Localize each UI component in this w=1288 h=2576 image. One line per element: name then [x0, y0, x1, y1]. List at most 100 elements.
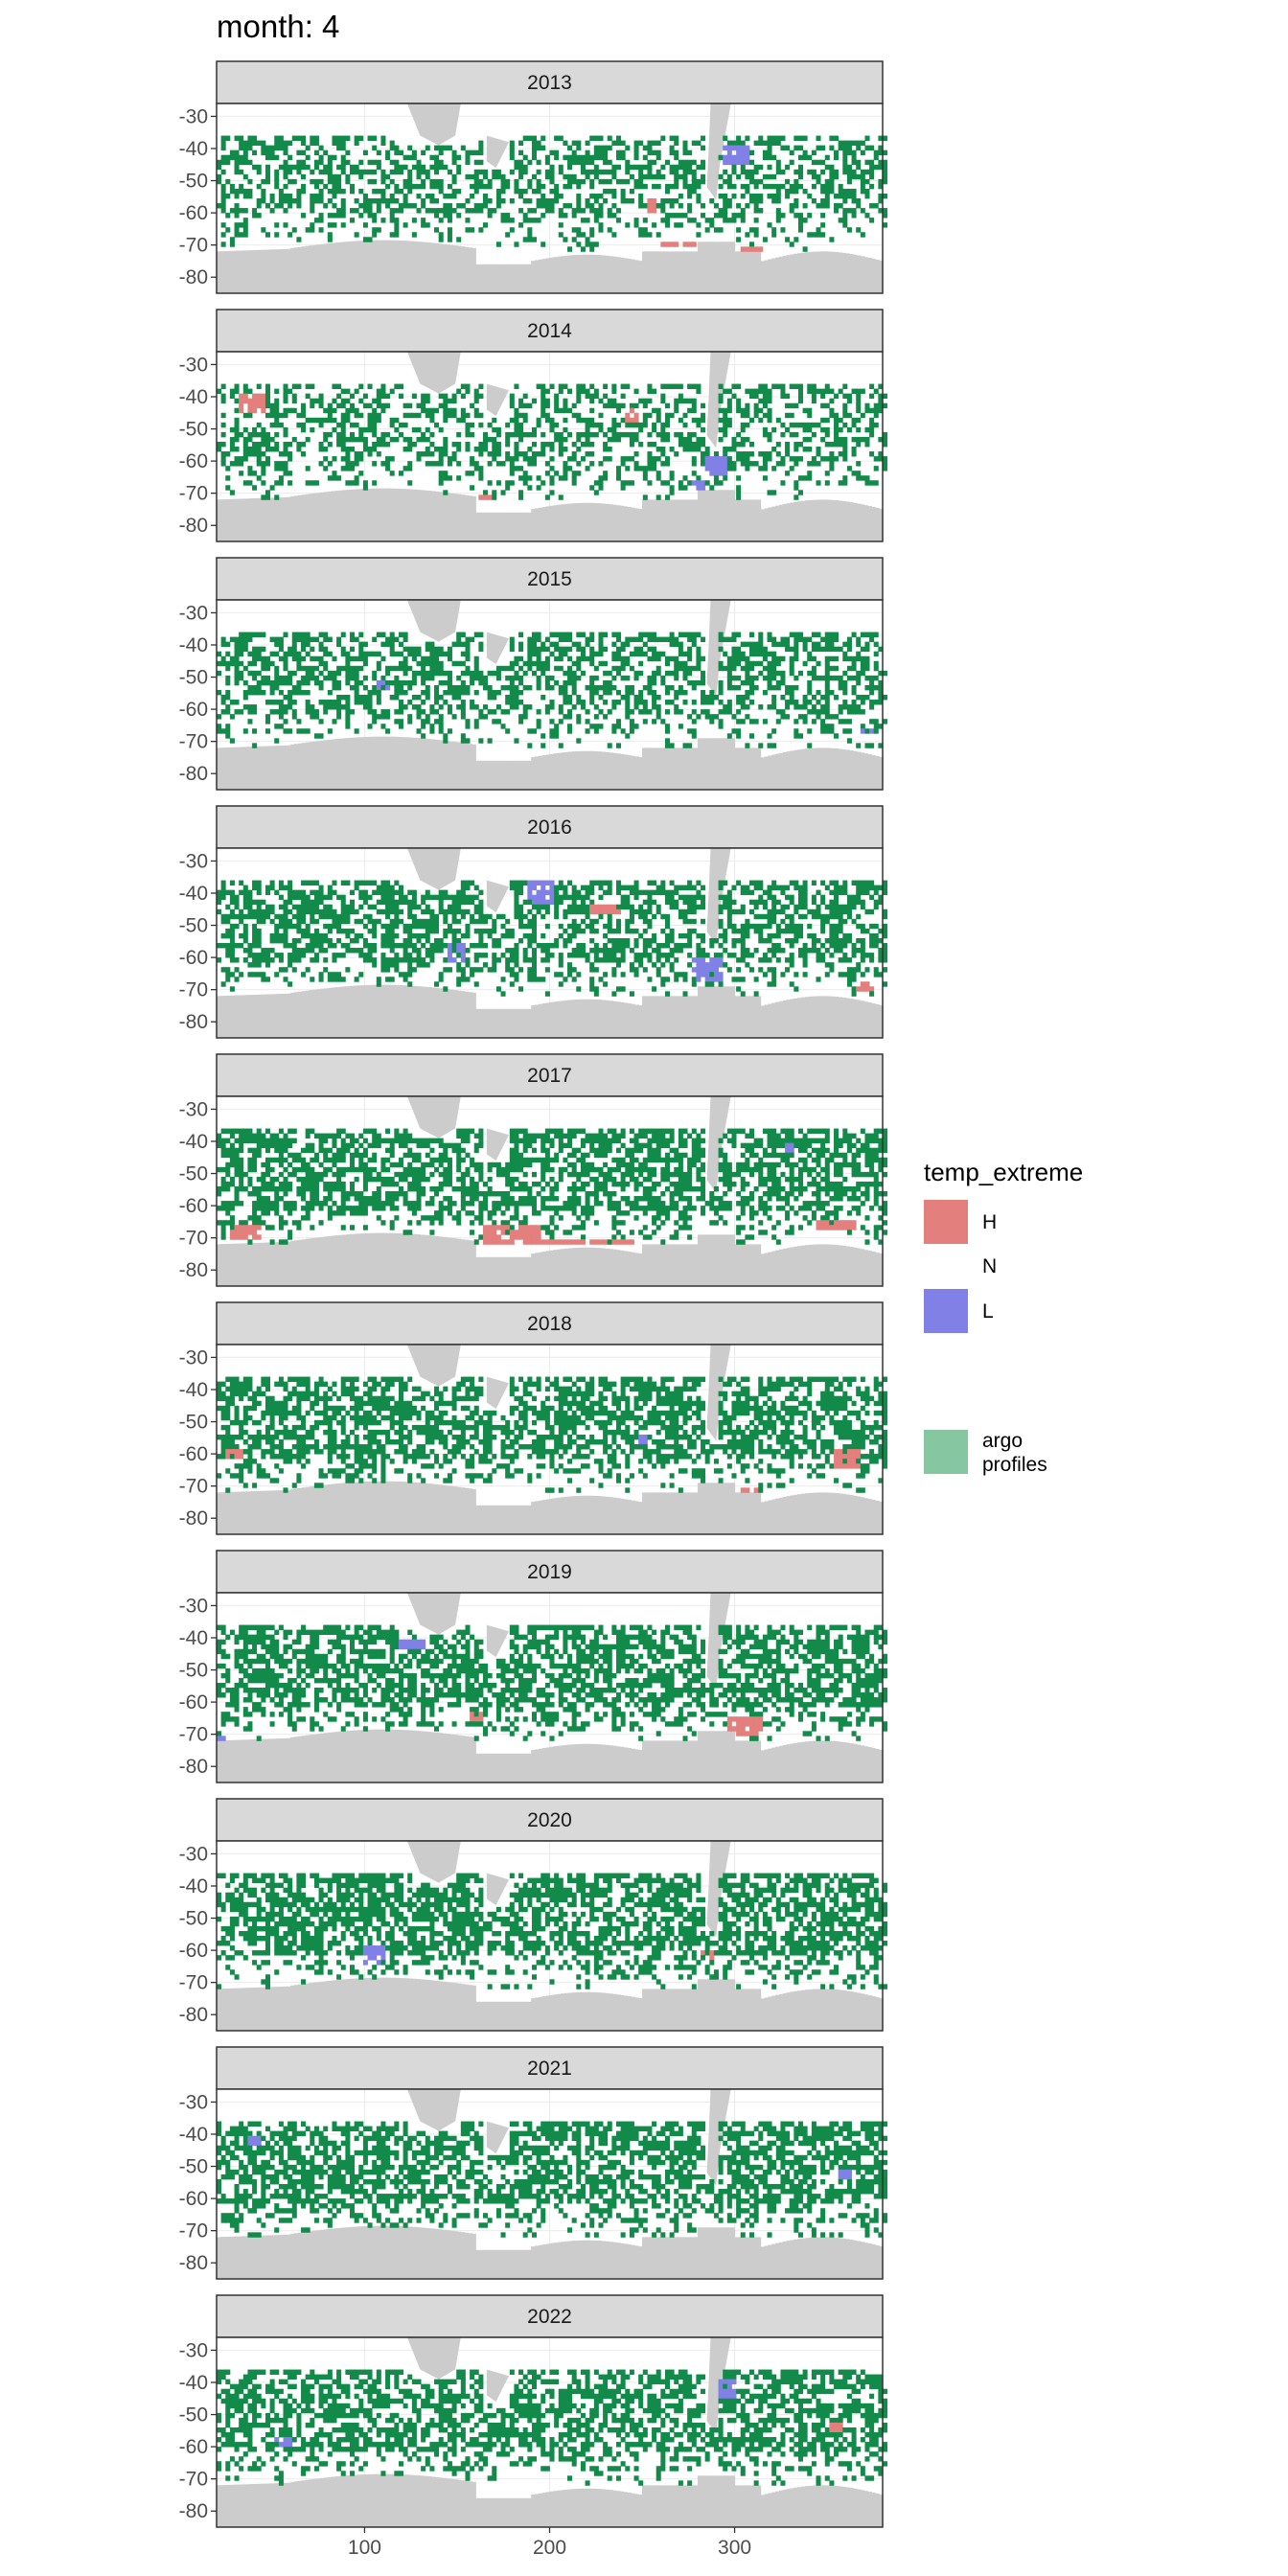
- data-cell: [771, 427, 776, 432]
- data-cell: [279, 413, 284, 418]
- data-cell: [341, 427, 346, 432]
- data-cell: [638, 637, 643, 642]
- data-cell: [869, 432, 874, 437]
- data-cell: [589, 208, 594, 213]
- data-cell: [598, 399, 603, 403]
- data-cell: [310, 399, 314, 403]
- data-cell: [358, 881, 363, 886]
- data-cell: [638, 632, 643, 637]
- data-cell: [448, 953, 452, 957]
- data-cell: [470, 967, 474, 972]
- data-cell: [798, 174, 803, 179]
- data-cell: [864, 179, 869, 184]
- data-cell: [292, 642, 297, 647]
- data-cell: [421, 451, 426, 456]
- data-cell: [608, 227, 612, 232]
- data-cell: [434, 938, 439, 943]
- data-cell: [421, 203, 426, 208]
- data-cell: [842, 408, 847, 413]
- data-cell: [518, 170, 523, 174]
- data-cell: [563, 427, 567, 432]
- data-cell: [785, 146, 790, 150]
- data-cell: [496, 480, 501, 485]
- data-cell: [586, 451, 590, 456]
- data-cell: [385, 895, 390, 900]
- data-cell: [319, 938, 324, 943]
- data-cell: [439, 184, 444, 189]
- data-cell: [243, 160, 248, 165]
- data-cell: [279, 203, 284, 208]
- data-cell: [581, 160, 586, 165]
- data-cell: [550, 886, 555, 890]
- data-cell: [284, 905, 288, 909]
- data-cell: [235, 895, 240, 900]
- data-cell: [394, 189, 399, 194]
- data-cell: [380, 432, 385, 437]
- data-cell: [270, 700, 275, 704]
- data-cell: [696, 632, 701, 637]
- data-cell: [630, 174, 634, 179]
- data-cell: [443, 671, 448, 676]
- data-cell: [390, 919, 395, 924]
- data-cell: [284, 432, 288, 437]
- data-cell: [638, 170, 643, 174]
- data-cell: [874, 676, 879, 680]
- data-cell: [771, 136, 776, 141]
- data-cell: [660, 652, 665, 656]
- data-cell: [665, 661, 670, 666]
- data-cell: [816, 451, 821, 456]
- data-cell: [794, 637, 798, 642]
- data-cell: [239, 456, 243, 461]
- data-cell: [776, 194, 781, 198]
- data-cell: [372, 933, 377, 938]
- data-cell: [274, 933, 279, 938]
- data-cell: [758, 384, 763, 389]
- data-cell: [439, 671, 444, 676]
- data-cell: [345, 418, 350, 423]
- data-cell: [763, 475, 768, 480]
- data-cell: [874, 456, 879, 461]
- data-cell: [461, 972, 466, 977]
- data-cell: [403, 671, 408, 676]
- data-cell: [252, 399, 257, 403]
- data-cell: [727, 141, 732, 146]
- data-cell: [829, 189, 834, 194]
- data-cell: [372, 709, 377, 714]
- data-cell: [417, 671, 422, 676]
- data-cell: [296, 914, 301, 919]
- data-cell: [368, 170, 373, 174]
- data-cell: [576, 384, 581, 389]
- data-cell: [341, 418, 346, 423]
- data-cell: [434, 685, 439, 690]
- data-cell: [296, 198, 301, 203]
- data-cell: [257, 943, 262, 948]
- data-cell: [474, 895, 479, 900]
- data-cell: [581, 389, 586, 394]
- data-cell: [625, 146, 630, 150]
- data-cell: [638, 709, 643, 714]
- data-cell: [678, 384, 683, 389]
- data-cell: [350, 666, 355, 671]
- data-cell: [439, 905, 444, 909]
- data-cell: [461, 418, 466, 423]
- data-cell: [550, 685, 555, 690]
- data-cell: [385, 967, 390, 972]
- data-cell: [630, 666, 634, 671]
- data-cell: [630, 480, 634, 485]
- data-cell: [292, 943, 297, 948]
- data-cell: [537, 451, 541, 456]
- data-cell: [377, 189, 381, 194]
- data-cell: [434, 184, 439, 189]
- data-cell: [243, 146, 248, 150]
- data-cell: [532, 895, 537, 900]
- data-cell: [581, 232, 586, 237]
- data-cell: [825, 203, 830, 208]
- data-cell: [589, 695, 594, 700]
- data-cell: [839, 647, 843, 652]
- data-cell: [586, 141, 590, 146]
- data-cell: [540, 881, 545, 886]
- data-cell: [771, 141, 776, 146]
- data-cell: [461, 738, 466, 743]
- data-cell: [687, 170, 692, 174]
- data-cell: [314, 480, 319, 485]
